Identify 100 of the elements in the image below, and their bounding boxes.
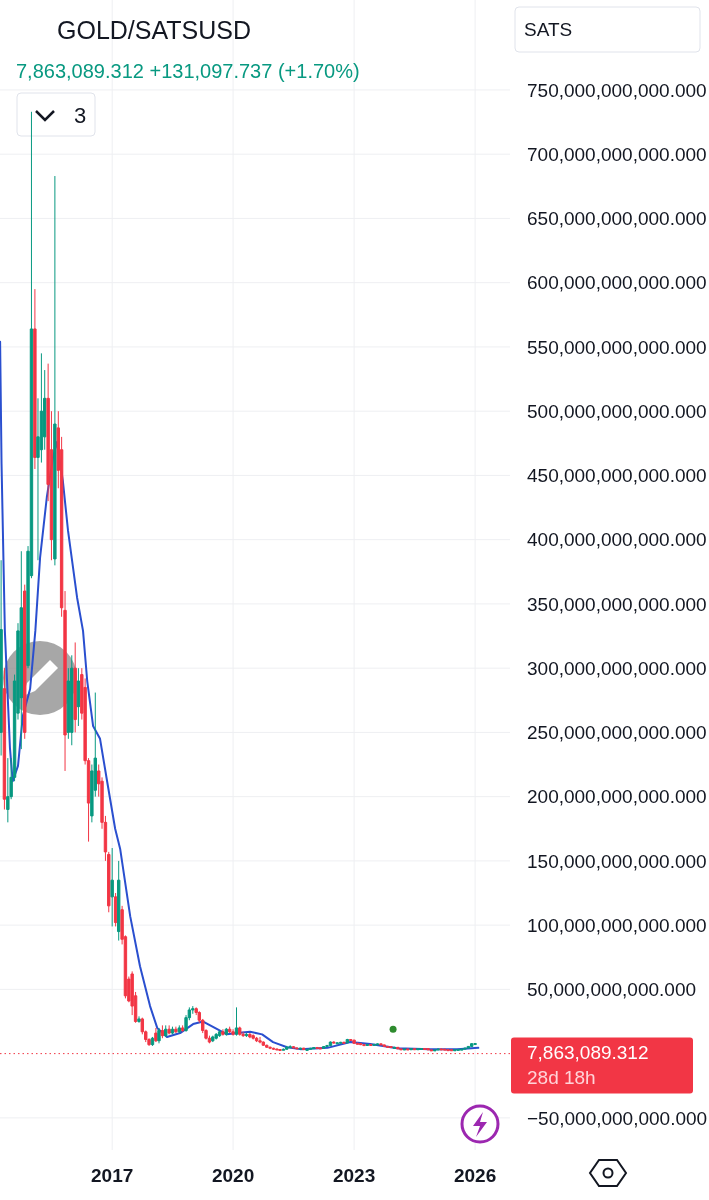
candlestick xyxy=(248,1032,252,1039)
candlestick xyxy=(110,847,114,927)
candlestick xyxy=(0,559,3,757)
candlestick xyxy=(241,1031,245,1038)
candlestick xyxy=(295,1046,299,1050)
y-tick-label: 650,000,000,000.000 xyxy=(527,208,707,230)
candlestick xyxy=(332,1040,336,1045)
candlestick xyxy=(180,1024,185,1033)
text: GOLD/SATSUSD xyxy=(57,16,252,44)
candlestick xyxy=(154,1027,158,1043)
line-series xyxy=(0,340,480,1051)
x-tick-label: 2026 xyxy=(453,1165,497,1186)
candlestick xyxy=(275,1047,279,1051)
x-tick-label: 2023 xyxy=(332,1165,376,1186)
candlestick xyxy=(412,1047,417,1051)
candlestick xyxy=(456,1048,460,1051)
candlestick xyxy=(422,1047,427,1050)
candlestick xyxy=(251,1033,255,1040)
candlestick xyxy=(375,1042,380,1046)
candlestick xyxy=(76,667,81,727)
text: 7,863,089.312 +131,097.737 (+1.70%) xyxy=(16,60,360,82)
y-tick-label: 100,000,000,000.000 xyxy=(527,914,707,936)
candlestick xyxy=(466,1045,471,1049)
y-tick-label: 550,000,000,000.000 xyxy=(527,336,707,358)
candlestick xyxy=(160,1024,165,1039)
candlestick xyxy=(443,1048,447,1051)
y-tick-label: 450,000,000,000.000 xyxy=(527,465,707,487)
candlestick xyxy=(433,1049,437,1052)
candlestick xyxy=(439,1047,444,1051)
candlestick xyxy=(426,1047,430,1051)
candlestick xyxy=(419,1047,424,1050)
candlestick xyxy=(372,1043,376,1046)
candlestick xyxy=(446,1048,450,1052)
candlestick xyxy=(453,1049,457,1052)
candlestick xyxy=(278,1048,282,1052)
candlestick xyxy=(436,1048,440,1051)
y-tick-label: 600,000,000,000.000 xyxy=(527,272,707,294)
y-tick-label: 350,000,000,000.000 xyxy=(527,593,707,615)
candlestick xyxy=(281,1047,286,1051)
candlestick xyxy=(328,1040,333,1047)
candlestick xyxy=(389,1045,393,1049)
candlestick xyxy=(396,1046,400,1050)
y-tick-label: 500,000,000,000.000 xyxy=(527,400,707,422)
candlestick xyxy=(174,1026,178,1034)
candlestick xyxy=(116,860,121,942)
candlestick xyxy=(265,1044,269,1049)
candlestick xyxy=(469,1042,474,1048)
candlestick xyxy=(305,1048,309,1051)
candlestick xyxy=(301,1047,306,1051)
candlestick xyxy=(365,1043,370,1047)
candlestick xyxy=(379,1043,383,1046)
y-tick-label: 150,000,000,000.000 xyxy=(527,850,707,872)
candlestick xyxy=(406,1047,410,1051)
candlestick xyxy=(268,1046,272,1050)
candlestick xyxy=(224,1027,229,1037)
candlestick xyxy=(258,1036,262,1044)
candlestick xyxy=(369,1043,373,1047)
candlestick xyxy=(298,1047,303,1050)
candlestick xyxy=(322,1045,326,1049)
candlestick xyxy=(238,1026,242,1037)
candlestick xyxy=(318,1046,323,1050)
candlestick xyxy=(402,1048,407,1051)
y-tick-label: 400,000,000,000.000 xyxy=(527,529,707,551)
x-tick-label: 2020 xyxy=(211,1165,255,1186)
y-tick-label: 200,000,000,000.000 xyxy=(527,786,707,808)
candlestick xyxy=(157,1027,161,1044)
y-tick-label: −50,000,000,000.000 xyxy=(527,1107,708,1129)
annotation: 3 xyxy=(73,103,87,128)
candlestick xyxy=(177,1024,182,1034)
y-tick-label: 250,000,000,000.000 xyxy=(527,722,707,744)
candlestick xyxy=(19,550,24,750)
candlestick xyxy=(342,1041,346,1044)
candlestick xyxy=(285,1045,289,1051)
candlestick xyxy=(53,175,57,566)
x-tick-label: 2017 xyxy=(91,1165,134,1186)
ref-line-label: 7,863,089.312 xyxy=(527,1041,649,1063)
candlestick xyxy=(214,1032,218,1040)
y-tick-label: 750,000,000,000.000 xyxy=(527,79,707,101)
y-tick-label: 300,000,000,000.000 xyxy=(527,657,707,679)
candlestick xyxy=(291,1045,296,1049)
candlestick xyxy=(352,1039,356,1045)
candlestick xyxy=(399,1048,403,1051)
candlestick xyxy=(449,1049,454,1052)
candlestick xyxy=(463,1047,467,1050)
candlestick xyxy=(382,1044,386,1048)
units-button: SATS xyxy=(514,6,701,53)
candlestick xyxy=(416,1047,420,1051)
candlestick xyxy=(231,1028,235,1037)
candlestick xyxy=(164,1024,168,1038)
candlestick xyxy=(385,1045,390,1048)
dropdown-button: 3 xyxy=(16,92,96,137)
candlestick xyxy=(325,1044,329,1048)
candlestick xyxy=(6,757,10,823)
candlestick xyxy=(473,1042,477,1046)
y-tick-label: 50,000,000,000.000 xyxy=(527,979,697,1001)
candlestick xyxy=(33,288,37,470)
candlestick xyxy=(227,1026,232,1034)
price-tag: 7,863,089.312 28d 18h xyxy=(511,1037,693,1094)
candlestick xyxy=(211,1035,215,1043)
candlestick xyxy=(221,1028,225,1037)
